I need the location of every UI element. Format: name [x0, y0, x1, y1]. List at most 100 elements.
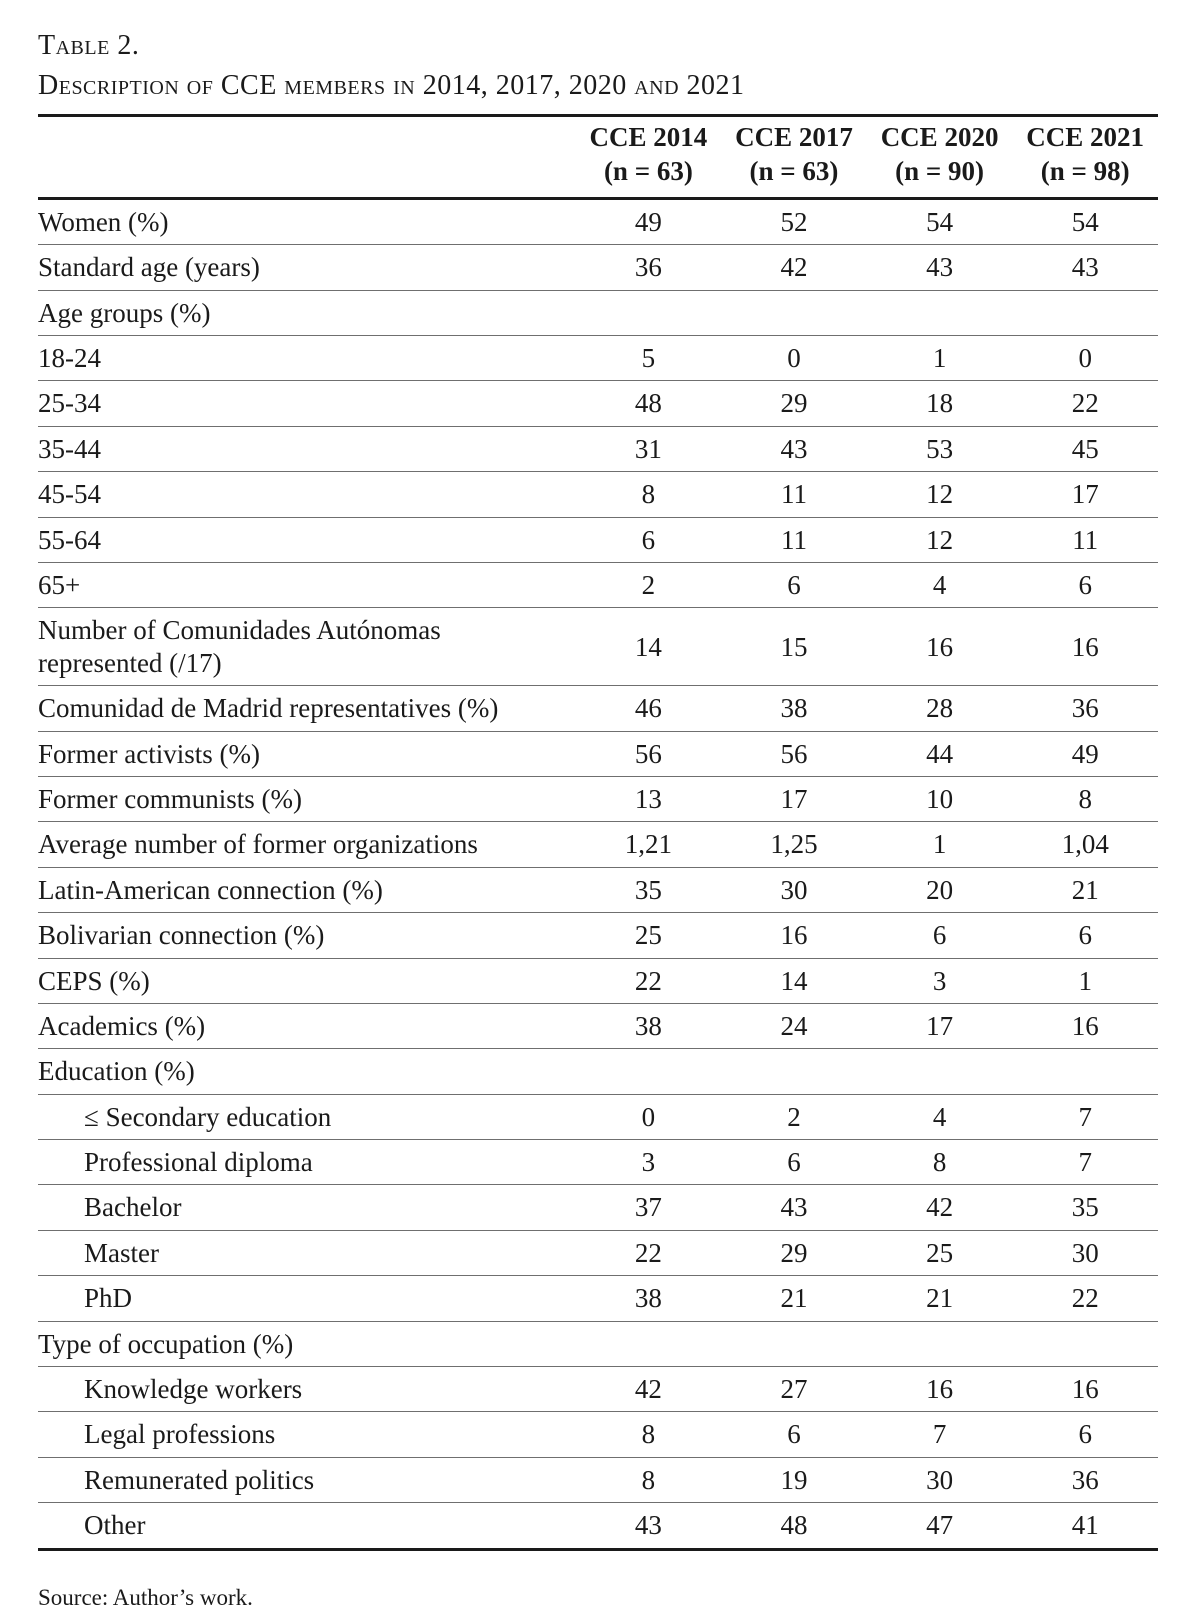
- cell-value: 16: [926, 1374, 954, 1405]
- cell-value: 42: [926, 1192, 954, 1223]
- cell-value: 24: [780, 1010, 808, 1041]
- cell-value: 1: [1078, 965, 1092, 996]
- header-col-cce-2021: CCE 2021 (n = 98): [1012, 115, 1158, 200]
- table-row: Comunidad de Madrid representatives (%) 4…: [38, 685, 1158, 731]
- header-col-n: (n = 63): [603, 156, 693, 187]
- source-note: Source: Author’s work.: [38, 1584, 253, 1610]
- cell-value: 8: [932, 1147, 947, 1178]
- table-row: 45-54 8 11 12 17: [38, 471, 1158, 517]
- cell-value: 54: [1071, 206, 1099, 237]
- cell-value: 12: [926, 479, 954, 510]
- cell-value: 11: [780, 524, 807, 555]
- table-row: 65+ 2 6 4 6: [38, 562, 1158, 608]
- cell-value: 8: [641, 479, 656, 510]
- section-row: Education (%): [38, 1048, 1158, 1094]
- cell-value: 49: [1071, 738, 1099, 769]
- cell-value: 21: [926, 1283, 954, 1314]
- cell-value: 0: [787, 343, 801, 374]
- cell-value: 14: [634, 631, 662, 662]
- row-label: 55-64: [38, 524, 101, 555]
- cell-value: 25: [634, 920, 662, 951]
- header-col-cce-2017: CCE 2017 (n = 63): [721, 115, 867, 200]
- row-label: Women (%): [38, 206, 169, 237]
- cell-value: 6: [641, 524, 656, 555]
- cell-value: 53: [926, 433, 954, 464]
- row-label: Legal professions: [84, 1419, 276, 1450]
- cell-value: 16: [1071, 1010, 1099, 1041]
- cell-value: 54: [926, 206, 954, 237]
- table-number-title: Table 2.: [38, 30, 140, 61]
- cell-value: 16: [780, 920, 808, 951]
- cell-value: 20: [926, 874, 954, 905]
- cell-value: 45: [1071, 433, 1099, 464]
- table-row: Former communists (%) 13 17 10 8: [38, 776, 1158, 821]
- cell-value: 7: [1078, 1101, 1092, 1132]
- cell-value: [721, 1321, 867, 1366]
- cell-value: 2: [641, 570, 656, 600]
- cell-value: 17: [926, 1010, 954, 1041]
- cell-value: 22: [634, 1237, 662, 1268]
- cell-value: 48: [780, 1510, 808, 1541]
- table-row: Bachelor 37 43 42 35: [38, 1184, 1158, 1230]
- cell-value: 11: [780, 479, 807, 510]
- cell-value: 37: [634, 1192, 662, 1223]
- header-col-cce-2020: CCE 2020 (n = 90): [866, 115, 1013, 200]
- cell-value: 6: [1078, 920, 1092, 951]
- cell-value: 4: [932, 1101, 947, 1132]
- table-caption: Description of CCE members in 2014, 2017…: [38, 70, 745, 102]
- cell-value: [576, 1049, 722, 1094]
- row-label: CEPS (%): [38, 965, 150, 996]
- table-row: Standard age (years) 36 42 43 43: [38, 244, 1158, 290]
- table-row: Legal professions 8 6 7 6: [38, 1411, 1158, 1457]
- cell-value: 46: [634, 693, 662, 724]
- cell-value: 6: [1078, 1419, 1092, 1450]
- table-row: Women (%) 49 52 54 54: [38, 198, 1158, 244]
- row-label: 45-54: [38, 479, 101, 510]
- cell-value: 38: [634, 1283, 662, 1314]
- cell-value: 1: [932, 343, 947, 374]
- cell-value: [1012, 290, 1158, 335]
- cell-value: 22: [1071, 388, 1099, 419]
- cell-value: 6: [787, 570, 801, 600]
- cell-value: 10: [926, 783, 954, 814]
- cell-value: 1,04: [1061, 829, 1109, 860]
- row-label: Average number of former organizations: [38, 829, 478, 860]
- row-label: Education (%): [38, 1056, 195, 1087]
- row-label: Former activists (%): [38, 738, 260, 769]
- table-row: Professional diploma 3 6 8 7: [38, 1139, 1158, 1185]
- cell-value: 22: [634, 965, 662, 996]
- cell-value: 12: [926, 524, 954, 555]
- cell-value: 21: [1071, 874, 1099, 905]
- cell-value: 43: [634, 1510, 662, 1541]
- cell-value: 36: [1071, 1464, 1099, 1495]
- cell-value: 1,21: [624, 829, 673, 860]
- table-row: Latin-American connection (%) 35 30 20 21: [38, 867, 1158, 912]
- cell-value: 43: [926, 252, 954, 283]
- cell-value: 6: [787, 1147, 801, 1178]
- table-body: Women (%) 49 52 54 54 Standard age (years) 36 4…: [38, 198, 1158, 1549]
- cell-value: 7: [932, 1419, 947, 1450]
- cell-value: 38: [634, 1010, 662, 1041]
- table-row: Bolivarian connection (%) 25 16 6 6: [38, 912, 1158, 958]
- row-label: 18-24: [38, 343, 101, 374]
- cell-value: 52: [780, 206, 808, 237]
- row-label: PhD: [84, 1283, 133, 1314]
- cell-value: 1: [932, 829, 947, 860]
- cell-value: 36: [634, 252, 662, 283]
- header-col-n: (n = 98): [1040, 156, 1130, 187]
- cell-value: 3: [641, 1147, 656, 1178]
- cell-value: 35: [1071, 1192, 1099, 1223]
- cell-value: 30: [780, 874, 808, 905]
- cell-value: [576, 290, 722, 335]
- row-label: Master: [84, 1237, 159, 1268]
- cell-value: [1012, 1321, 1158, 1366]
- cell-value: 29: [780, 1237, 808, 1268]
- cell-value: [721, 1049, 867, 1094]
- cell-value: 6: [787, 1419, 801, 1450]
- cell-value: 1,25: [770, 829, 818, 860]
- table-row: ≤ Secondary education 0 2 4 7: [38, 1094, 1158, 1139]
- cell-value: 44: [926, 738, 954, 769]
- cce-members-table: CCE 2014 (n = 63) CCE 2017 (n = 63) CCE 2020…: [38, 114, 1158, 1551]
- table-row: 25-34 48 29 18 22: [38, 380, 1158, 426]
- cell-value: 15: [780, 631, 808, 662]
